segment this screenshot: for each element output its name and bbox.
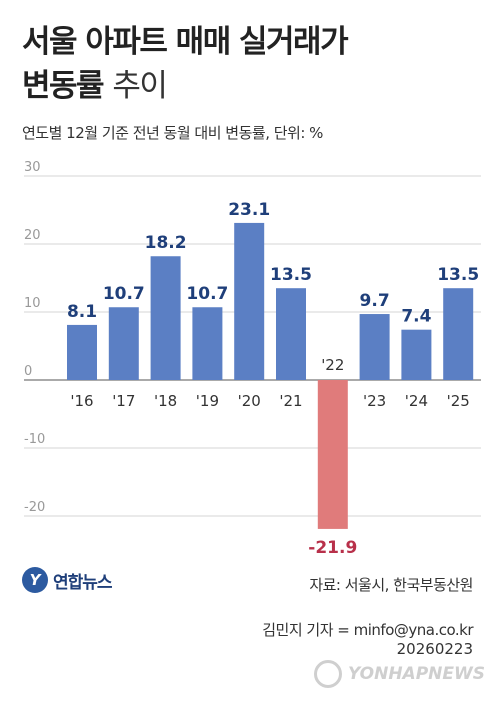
watermark: YONHAPNEWS [313, 660, 485, 688]
data-label: 10.7 [186, 284, 228, 304]
data-label: 7.4 [401, 307, 431, 327]
x-tick-label: '25 [447, 392, 470, 410]
data-source: 자료: 서울시, 한국부동산원 [309, 576, 473, 594]
bar-chart: 30 20 10 0 -10 -20 8.1 '16 10.7 '17 18.2 '18 10.7 '19… [24, 160, 481, 558]
bar [443, 288, 474, 380]
bar [359, 314, 390, 380]
bar [150, 256, 181, 380]
data-label: 9.7 [360, 291, 390, 311]
reporter-credit: 김민지 기자 = minfo@yna.co.kr [262, 621, 473, 639]
x-tick-label: '21 [279, 392, 302, 410]
x-tick-label: '24 [405, 392, 428, 410]
y-tick-label: 30 [24, 160, 41, 175]
yonhap-logo-icon: Y [22, 567, 48, 593]
x-tick-label: '18 [154, 392, 177, 410]
y-tick-label: 20 [24, 228, 41, 243]
watermark-text: YONHAPNEWS [347, 664, 485, 684]
data-label: 23.1 [228, 200, 270, 220]
data-label: 13.5 [270, 265, 312, 285]
bar [192, 307, 223, 380]
watermark-logo-icon [313, 660, 342, 688]
data-label: -21.9 [308, 538, 357, 558]
bar [234, 222, 265, 380]
x-tick-label: '17 [112, 392, 135, 410]
bar [276, 288, 306, 380]
y-tick-label: -10 [24, 432, 45, 447]
data-label: 8.1 [67, 302, 97, 322]
x-tick-label: '23 [363, 392, 386, 410]
title-bold-part: 변동률 [22, 68, 105, 104]
data-label: 18.2 [145, 233, 187, 253]
y-tick-label: -20 [24, 500, 45, 515]
data-label: 13.5 [437, 265, 479, 285]
data-label: 10.7 [103, 284, 145, 304]
bar [401, 329, 432, 380]
x-tick-label: '20 [238, 392, 261, 410]
title-line-2: 변동률 추이 [22, 64, 347, 108]
x-tick-label: '19 [196, 392, 219, 410]
title-light-part: 추이 [112, 68, 168, 104]
y-tick-label: 10 [24, 296, 41, 311]
x-tick-label: '22 [321, 356, 344, 374]
chart-subtitle: 연도별 12월 기준 전년 동월 대비 변동률, 단위: % [22, 124, 323, 142]
bar [317, 380, 348, 529]
chart-title: 서울 아파트 매매 실거래가 변동률 추이 [22, 20, 349, 108]
publish-date: 20260223 [396, 640, 473, 658]
bar [67, 324, 97, 380]
bar [108, 307, 139, 380]
title-line-1: 서울 아파트 매매 실거래가 [22, 24, 349, 60]
y-tick-label: 0 [24, 364, 32, 379]
publisher-name: 연합뉴스 [53, 572, 113, 593]
publisher-logo: Y 연합뉴스 [22, 567, 113, 593]
x-tick-label: '16 [70, 392, 93, 410]
